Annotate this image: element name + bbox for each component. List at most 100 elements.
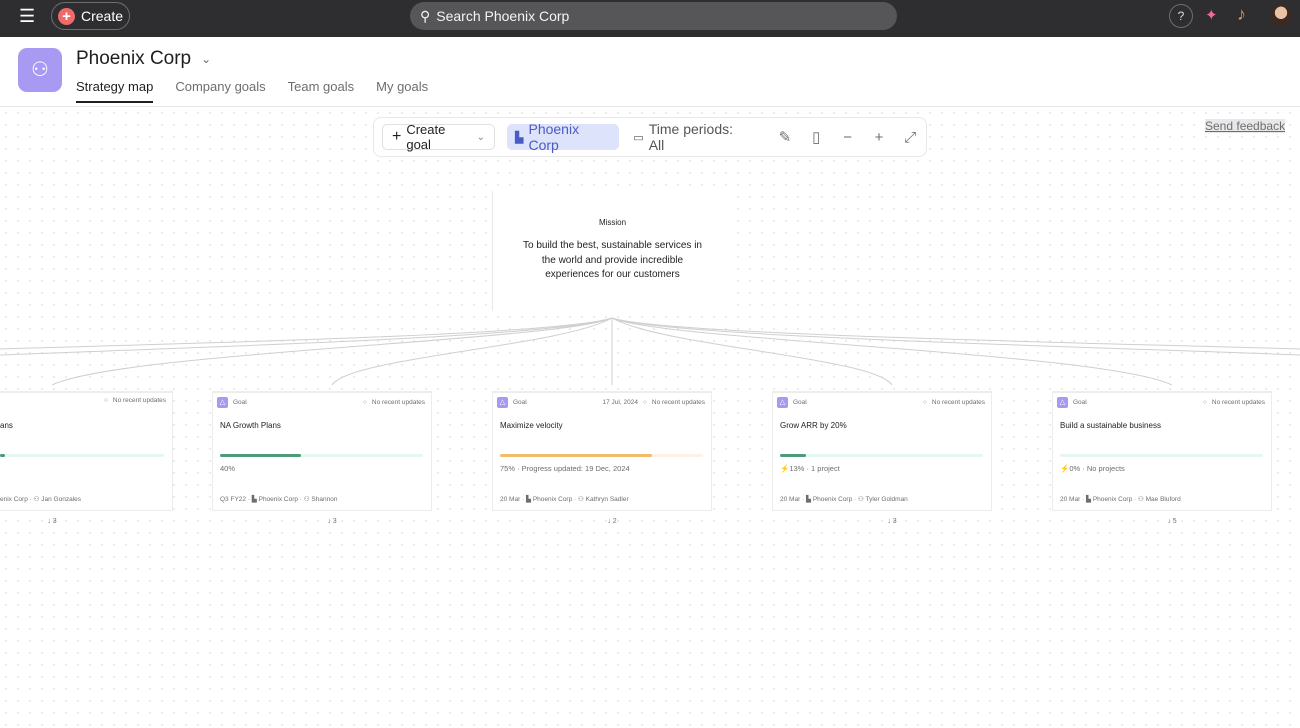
sub-goal-count: 3	[52, 518, 57, 525]
create-button[interactable]: + Create	[51, 2, 130, 30]
goal-team: Phoenix Corp	[812, 496, 853, 503]
goal-card[interactable]: △ Goal ○ No recent updates Build a sustaina…	[1052, 391, 1272, 511]
goal-owner: Tyler Goldman	[865, 496, 908, 503]
status-circle-icon: ○	[642, 399, 647, 406]
goal-stat: 13% · 1 project	[789, 464, 840, 473]
chevron-down-icon[interactable]: ⌄	[201, 52, 212, 66]
building-icon: ▙	[251, 496, 257, 503]
progress-fill	[500, 454, 653, 457]
goal-title: ans	[0, 421, 13, 430]
goal-card[interactable]: ○ No recent updates ans enix Corp · ⚇ Jan…	[0, 391, 173, 511]
goal-type: Goal	[233, 399, 247, 406]
person-icon: ⚇	[578, 496, 584, 503]
goal-team: Phoenix Corp	[258, 496, 298, 503]
goal-team: Phoenix Corp	[532, 496, 573, 503]
progress-fill	[220, 454, 302, 457]
goal-owner: Shannon	[311, 496, 338, 503]
zoom-out-icon[interactable]: −	[843, 128, 852, 146]
hamburger-menu-icon[interactable]: ☰	[19, 6, 36, 26]
progress-bar	[500, 454, 703, 457]
goal-title: Maximize velocity	[500, 421, 563, 430]
goal-stat: 75% · Progress updated: 19 Dec, 2024	[500, 464, 630, 473]
fullscreen-icon[interactable]: ⤢	[904, 128, 917, 146]
org-name: Phoenix Corp	[76, 48, 192, 69]
goal-title: Build a sustainable business	[1060, 421, 1161, 430]
goal-period: 20 Mar	[1060, 496, 1081, 503]
arrow-down-icon: ↓	[887, 518, 891, 525]
goal-title: NA Growth Plans	[220, 421, 281, 430]
help-button[interactable]: ?	[1169, 4, 1193, 28]
sub-goals-toggle[interactable]: ↓ 3	[312, 518, 352, 525]
goal-status: No recent updates	[371, 399, 425, 406]
sub-goals-toggle[interactable]: ↓ 5	[1152, 518, 1192, 525]
goal-status: No recent updates	[1211, 399, 1265, 406]
pencil-icon[interactable]: ✎	[778, 129, 792, 146]
time-periods-button[interactable]: ▭ Time periods: All	[633, 121, 749, 153]
arrow-down-icon: ↓	[47, 518, 51, 525]
goal-card[interactable]: △ Goal ○ No recent updates NA Growth Plans …	[212, 391, 432, 511]
page-header: ⚇ Phoenix Corp ⌄ Strategy map Company goa…	[0, 37, 1300, 107]
goal-stat: 40%	[220, 464, 236, 473]
lightning-icon: ⚡	[780, 464, 790, 473]
goal-card[interactable]: △ Goal 17 Jul, 2024 ○ No recent updates Maxi…	[492, 391, 712, 511]
progress-fill	[0, 454, 5, 457]
building-icon: ▙	[526, 496, 532, 503]
team-filter-label: Phoenix Corp	[528, 121, 580, 153]
sub-goals-toggle[interactable]: ↓ 2	[592, 518, 632, 525]
status-circle-icon: ○	[1202, 399, 1207, 406]
sub-goals-toggle[interactable]: ↓ 3	[872, 518, 912, 525]
goal-status: No recent updates	[931, 399, 985, 406]
search-icon: ⚲	[420, 7, 431, 24]
goal-card[interactable]: △ Goal ○ No recent updates Grow ARR by 20% …	[772, 391, 992, 511]
tab-strategy-map[interactable]: Strategy map	[76, 79, 154, 103]
create-goal-button[interactable]: + Create goal ⌄	[382, 122, 496, 152]
goal-type: Goal	[513, 399, 527, 406]
search-input[interactable]: ⚲ Search Phoenix Corp	[410, 2, 897, 30]
person-icon: ⚇	[33, 496, 40, 503]
create-goal-label: Create goal	[406, 122, 446, 152]
goal-status: No recent updates	[651, 399, 705, 406]
goal-team: enix Corp	[0, 496, 28, 503]
tab-team-goals[interactable]: Team goals	[287, 79, 355, 94]
sub-goal-count: 3	[332, 518, 337, 525]
arrow-down-icon: ↓	[327, 518, 331, 525]
goal-type: Goal	[793, 399, 807, 406]
progress-bar	[0, 454, 164, 457]
status-circle-icon: ○	[362, 399, 367, 406]
sub-goal-count: 3	[892, 518, 897, 525]
goal-owner: Kathryn Sadler	[585, 496, 629, 503]
progress-bar	[1060, 454, 1263, 457]
create-label: Create	[81, 8, 124, 24]
mission-card[interactable]: Mission To build the best, sustainable s…	[492, 191, 732, 311]
arrow-down-icon: ↓	[607, 518, 611, 525]
arrow-down-icon: ↓	[1167, 518, 1171, 525]
goal-date: 17 Jul, 2024	[602, 399, 638, 406]
person-icon: ⚇	[1138, 496, 1144, 503]
zoom-in-icon[interactable]: +	[874, 128, 884, 146]
team-filter-button[interactable]: ▙ Phoenix Corp	[507, 121, 620, 153]
search-placeholder: Search Phoenix Corp	[436, 8, 570, 24]
send-feedback-link[interactable]: Send feedback	[1205, 119, 1286, 133]
sub-goals-toggle[interactable]: ↓ 3	[32, 518, 72, 525]
ai-sparkle-icon[interactable]: ✦	[1205, 7, 1218, 24]
tab-my-goals[interactable]: My goals	[376, 79, 429, 94]
celebration-bird-icon[interactable]: ♪	[1237, 4, 1246, 24]
tab-company-goals[interactable]: Company goals	[175, 79, 266, 94]
map-toolbar: + Create goal ⌄ ▙ Phoenix Corp ▭ Time period…	[373, 117, 927, 157]
org-title[interactable]: Phoenix Corp ⌄	[76, 48, 211, 70]
chevron-down-icon: ⌄	[476, 131, 486, 143]
progress-bar	[220, 454, 423, 457]
building-icon: ▙	[806, 496, 812, 503]
strategy-map-canvas[interactable]: + Create goal ⌄ ▙ Phoenix Corp ▭ Time period…	[0, 107, 1300, 728]
goal-icon: △	[497, 397, 508, 408]
goal-team: Phoenix Corp	[1092, 496, 1133, 503]
goal-status: No recent updates	[112, 397, 166, 404]
goal-icon: △	[1057, 397, 1068, 408]
plus-icon: +	[392, 128, 402, 145]
status-circle-icon: ○	[103, 397, 108, 404]
map-icon[interactable]: ▯	[812, 129, 821, 146]
user-avatar[interactable]	[1270, 4, 1292, 26]
goal-icon: △	[777, 397, 788, 408]
person-icon: ⚇	[858, 496, 864, 503]
goal-period: 20 Mar	[500, 496, 521, 503]
